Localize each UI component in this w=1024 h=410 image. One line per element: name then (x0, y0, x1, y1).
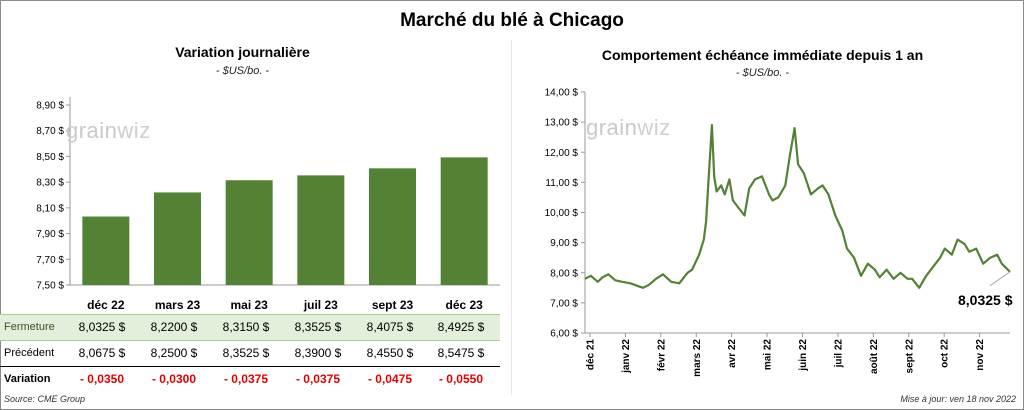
y-tick-label: 10,00 $ (545, 208, 579, 219)
y-tick-label: 7,70 $ (36, 255, 64, 266)
table-cell: - 0,0350 (79, 372, 125, 386)
bar (369, 168, 416, 285)
bar (297, 175, 345, 285)
y-tick-label: 13,00 $ (545, 118, 579, 129)
x-category-label: sept 23 (372, 298, 414, 312)
x-tick-label: févr 22 (656, 339, 667, 372)
y-tick-label: 8,90 $ (36, 101, 64, 112)
table-cell: 8,4550 $ (366, 346, 414, 360)
x-tick-label: déc 21 (586, 339, 597, 371)
bar-chart: 8,90 $ 8,70 $ 8,50 $ 8,30 $ 8,10 $ 7,90 $ 7,70… (36, 97, 500, 312)
bar (440, 157, 488, 285)
line-chart-title: Comportement échéance immédiate depuis 1… (601, 47, 924, 63)
bar (154, 192, 201, 285)
table-cell: 8,3525 $ (222, 346, 270, 360)
table-cell: - 0,0300 (151, 372, 197, 386)
y-tick-label: 7,00 $ (550, 298, 578, 309)
x-category-label: déc 22 (87, 298, 125, 312)
table-cell: 8,4075 $ (366, 320, 414, 334)
panel-divider (511, 40, 512, 395)
table-row-fermeture: Fermeture 8,0325 $ 8,2200 $ 8,3150 $ 8,3… (0, 314, 500, 341)
table-cell: 8,0675 $ (78, 346, 126, 360)
row-label: Variation (4, 373, 51, 385)
row-label: Précédent (4, 347, 55, 359)
x-tick-label: mai 22 (763, 339, 774, 371)
y-tick-label: 8,50 $ (36, 152, 64, 163)
x-tick-label: oct 22 (940, 339, 951, 368)
watermark-logo-right: grainwiz (586, 115, 671, 140)
watermark-logo-left: grainwiz (66, 118, 151, 143)
bar-chart-title: Variation journalière (175, 44, 310, 60)
page-title: Marché du blé à Chicago (400, 10, 624, 31)
row-label: Fermeture (4, 321, 55, 333)
table-cell: 8,2200 $ (150, 320, 198, 334)
update-note: Mise à jour: ven 18 nov 2022 (900, 394, 1016, 404)
y-tick-label: 14,00 $ (545, 88, 579, 99)
table-cell: - 0,0475 (367, 372, 413, 386)
y-tick-label: 7,50 $ (36, 281, 64, 292)
table-cell: 8,2500 $ (150, 346, 198, 360)
table-cell: 8,3150 $ (222, 320, 270, 334)
y-tick-label: 8,70 $ (36, 126, 64, 137)
last-value-label: 8,0325 $ (958, 292, 1013, 308)
price-line (584, 123, 1011, 289)
y-tick-label: 12,00 $ (545, 148, 579, 159)
x-tick-label: nov 22 (975, 339, 986, 371)
bar (225, 180, 273, 285)
y-tick-label: 8,30 $ (36, 178, 64, 189)
y-tick-label: 8,10 $ (36, 203, 64, 214)
line-chart-unit: - $US/bo. - (735, 67, 790, 79)
table-row-precedent: Précédent 8,0675 $ 8,2500 $ 8,3525 $ 8,3… (0, 341, 500, 367)
x-tick-label: mars 22 (692, 339, 703, 377)
table-cell: 8,5475 $ (437, 346, 485, 360)
table-cell: 8,0325 $ (78, 320, 126, 334)
x-tick-label: août 22 (869, 339, 880, 374)
y-tick-label: 7,90 $ (36, 229, 64, 240)
line-chart: 14,00 $ 13,00 $ 12,00 $ 11,00 $ 10,00 $ 9,00 … (545, 88, 1011, 377)
x-tick-label: janv 22 (621, 339, 632, 374)
y-tick-label: 9,00 $ (550, 238, 578, 249)
table-cell: - 0,0375 (295, 372, 341, 386)
bar-chart-unit: - $US/bo. - (215, 65, 270, 77)
source-note: Source: CME Group (4, 394, 86, 404)
table-cell: 8,4925 $ (437, 320, 485, 334)
table-cell: 8,3525 $ (294, 320, 342, 334)
table-cell: - 0,0550 (438, 372, 484, 386)
x-tick-label: juil 22 (833, 339, 844, 369)
x-tick-label: avr 22 (727, 339, 738, 368)
table-cell: - 0,0375 (223, 372, 269, 386)
y-tick-label: 6,00 $ (550, 329, 578, 340)
x-category-label: déc 23 (445, 298, 483, 312)
x-category-label: mars 23 (155, 298, 201, 312)
y-tick-label: 11,00 $ (545, 178, 578, 189)
table-cell: 8,3900 $ (294, 346, 342, 360)
x-tick-label: juin 22 (798, 339, 809, 372)
callout-leader (989, 271, 1011, 287)
x-category-label: juil 23 (303, 298, 338, 312)
bar (82, 216, 130, 285)
x-category-label: mai 23 (230, 298, 268, 312)
y-tick-label: 8,00 $ (550, 268, 578, 279)
table-row-variation: Variation - 0,0350 - 0,0300 - 0,0375 - 0… (0, 367, 500, 392)
x-tick-label: sept 22 (904, 339, 915, 374)
